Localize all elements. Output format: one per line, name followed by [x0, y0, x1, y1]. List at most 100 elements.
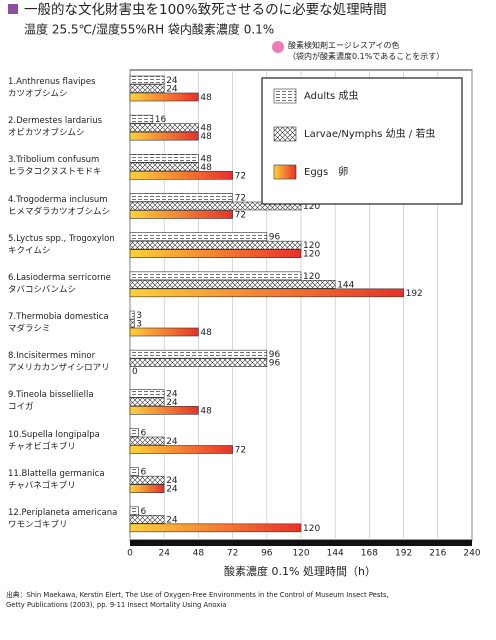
legend-swatch	[273, 164, 297, 180]
category-label: 10.Supella longipalpa チャオビゴキブリ	[8, 429, 100, 452]
category-label: 4.Trogoderma inclusum ヒメマダラカツオブシムシ	[8, 194, 111, 217]
bar	[129, 232, 268, 241]
bar	[129, 475, 165, 485]
bar	[129, 467, 139, 476]
value-label: 144	[337, 280, 354, 290]
bar	[129, 436, 165, 446]
x-tick-label: 192	[395, 549, 412, 559]
value-label: 48	[200, 124, 212, 134]
legend-label: Adults 成虫	[304, 90, 358, 102]
value-label: 24	[166, 515, 178, 525]
value-label: 24	[166, 485, 178, 495]
bar	[129, 84, 165, 93]
value-label: 72	[235, 194, 246, 204]
bar	[129, 131, 199, 141]
x-tick-label: 216	[429, 549, 446, 559]
category-label: 7.Thermobia domestica マダラシミ	[8, 312, 109, 334]
value-label: 48	[200, 154, 212, 164]
value-label: 72	[235, 211, 246, 221]
x-tick-label: 96	[261, 549, 273, 559]
value-label: 192	[406, 289, 423, 299]
bar	[129, 445, 233, 454]
bar	[129, 349, 268, 359]
value-label: 16	[155, 115, 167, 125]
bar	[129, 484, 165, 493]
bar	[129, 162, 199, 172]
bar	[129, 428, 139, 437]
category-label: 12.Periplaneta americana ワモンゴキブリ	[8, 507, 118, 530]
x-tick-label: 48	[193, 549, 205, 559]
bar	[129, 171, 233, 180]
bar	[129, 92, 199, 102]
bar	[129, 280, 336, 289]
value-label: 24	[166, 389, 178, 399]
x-tick-label: 168	[361, 549, 378, 559]
legend: Adults 成虫 Larvae/Nymphs 幼虫 / 若虫 Eggs 卵	[261, 77, 463, 205]
value-label: 24	[166, 476, 178, 486]
bar	[129, 123, 199, 132]
value-label: 120	[303, 202, 320, 212]
value-label: 72	[235, 446, 246, 456]
bar	[129, 358, 268, 367]
bar	[129, 406, 199, 415]
value-label: 6	[141, 429, 147, 439]
value-label: 96	[269, 350, 281, 360]
category-label: 11.Blattella germanica チャバネゴキブリ	[8, 468, 105, 491]
bar	[129, 249, 302, 258]
value-label: 96	[269, 233, 281, 243]
indicator-dot	[272, 41, 284, 53]
value-label: 120	[303, 241, 320, 251]
bar	[129, 271, 302, 281]
bar	[129, 389, 165, 398]
value-label: 24	[166, 85, 178, 95]
source: 出典：Shin Maekawa, Kerstin Elert, The Use …	[6, 591, 389, 609]
bar	[129, 327, 199, 337]
x-tick-label: 120	[292, 549, 309, 559]
annotation: 酸素検知剤エージレスアイの色 （袋内が酸素濃度0.1%であることを示す）	[288, 41, 445, 61]
legend-swatch	[273, 126, 297, 142]
legend-label: Eggs 卵	[304, 166, 348, 178]
category-label: 2.Dermestes lardarius オビカツオブシムシ	[8, 116, 103, 139]
x-tick-label: 24	[158, 549, 170, 559]
category-label: 1.Anthrenus flavipes カツオブシムシ	[8, 77, 96, 99]
value-label: 3	[136, 320, 142, 330]
category-label: 6.Lasioderma serricorne タバコシバンムシ	[8, 272, 111, 295]
bar	[129, 210, 233, 219]
bar	[129, 523, 302, 533]
bar	[129, 288, 404, 298]
category-label: 9.Tineola bisselliella コイガ	[8, 390, 94, 413]
value-label: 6	[141, 468, 147, 478]
bar	[129, 154, 199, 163]
bar	[129, 201, 302, 211]
value-label: 3	[136, 311, 142, 321]
legend-label: Larvae/Nymphs 幼虫 / 若虫	[304, 127, 435, 140]
x-axis-label: 酸素濃度 0.1% 処理時間（h）	[224, 564, 376, 578]
category-label: 5.Lyctus spp., Trogoxylon キクイムシ	[8, 233, 115, 256]
legend-swatch	[273, 88, 297, 104]
bar	[129, 193, 233, 202]
bar	[129, 319, 135, 328]
x-tick-label: 0	[127, 549, 133, 559]
value-label: 120	[303, 272, 320, 282]
bar	[129, 397, 165, 407]
category-label: 3.Tribolium confusum ヒラタコクヌストモドキ	[8, 155, 102, 178]
value-label: 120	[303, 524, 320, 534]
bar	[129, 114, 154, 124]
bar	[129, 240, 302, 250]
value-label: 24	[166, 398, 178, 408]
category-label: 8.Incisitermes minor アメリカカンザイシロアリ	[8, 351, 110, 374]
bar	[129, 506, 139, 516]
value-label: 0	[132, 367, 138, 377]
bar	[129, 515, 165, 524]
value-label: 6	[141, 507, 147, 517]
x-axis-band	[130, 540, 472, 546]
title-marker	[8, 4, 18, 14]
x-tick-label: 240	[463, 549, 480, 559]
value-label: 48	[200, 132, 212, 142]
chart-title: 一般的な文化財害虫を100%致死させるのに必要な処理時間	[24, 2, 387, 18]
chart-subtitle: 温度 25.5℃/湿度55%RH 袋内酸素濃度 0.1%	[24, 22, 274, 37]
value-label: 48	[200, 163, 212, 173]
value-label: 24	[166, 76, 178, 86]
